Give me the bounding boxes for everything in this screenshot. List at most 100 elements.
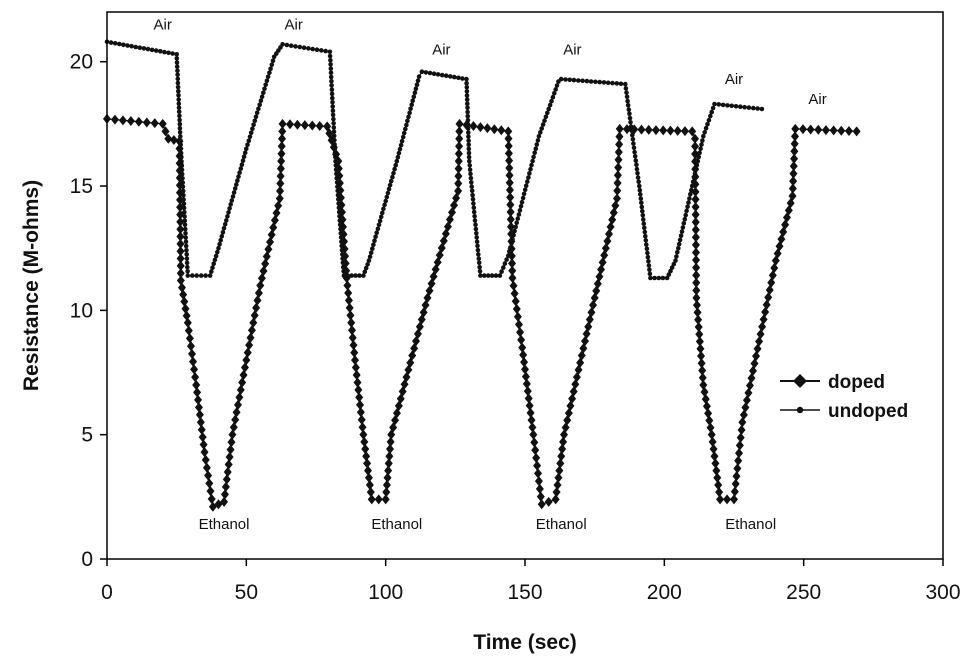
data-point-undoped	[746, 105, 752, 110]
data-point-undoped	[518, 204, 524, 209]
data-point-doped	[705, 415, 714, 426]
data-point-doped	[523, 386, 532, 397]
data-point-undoped	[328, 62, 333, 67]
data-point-doped	[551, 494, 560, 505]
data-point-undoped	[636, 179, 641, 185]
data-point-undoped	[464, 93, 470, 98]
data-point-undoped	[647, 267, 652, 273]
data-point-doped	[344, 287, 353, 298]
data-point-undoped	[639, 204, 645, 210]
data-point-undoped	[232, 186, 238, 191]
data-point-undoped	[375, 226, 381, 232]
data-point-doped	[504, 133, 513, 144]
data-point-doped	[349, 340, 358, 351]
data-point-doped	[178, 282, 187, 293]
data-point-doped	[790, 138, 799, 149]
data-point-undoped	[228, 202, 233, 207]
data-point-undoped	[530, 158, 535, 164]
data-point-undoped	[398, 142, 404, 148]
x-tick-label: 150	[507, 581, 542, 604]
legend-marker-doped	[793, 374, 807, 388]
data-point-undoped	[378, 214, 384, 220]
data-point-doped	[697, 350, 706, 361]
data-point-doped	[504, 126, 513, 137]
data-point-undoped	[336, 197, 341, 202]
data-point-undoped	[397, 146, 403, 152]
data-point-doped	[176, 268, 185, 279]
data-point-doped	[454, 186, 463, 197]
data-point-doped	[505, 163, 514, 174]
data-point-doped	[257, 273, 266, 284]
data-point-undoped	[218, 237, 223, 243]
data-point-undoped	[335, 188, 341, 194]
data-point-doped	[275, 193, 284, 204]
x-axis-title: Time (sec)	[473, 631, 577, 654]
data-point-undoped	[699, 142, 704, 147]
data-point-undoped	[374, 230, 380, 236]
data-point-undoped	[210, 265, 215, 271]
data-point-doped	[365, 479, 374, 490]
data-point-doped	[606, 221, 615, 232]
data-point-undoped	[339, 243, 345, 249]
data-point-doped	[259, 265, 268, 276]
data-point-undoped	[246, 138, 252, 144]
data-point-undoped	[623, 86, 629, 91]
data-point-undoped	[339, 247, 345, 253]
data-point-undoped	[394, 158, 400, 164]
data-point-undoped	[149, 47, 155, 53]
data-point-doped	[790, 153, 799, 164]
data-point-doped	[789, 161, 798, 172]
data-point-undoped	[183, 243, 189, 249]
data-point-undoped	[419, 69, 425, 74]
data-point-doped	[522, 378, 531, 389]
data-point-doped	[276, 186, 285, 197]
data-point-undoped	[501, 265, 506, 270]
data-point-undoped	[682, 216, 688, 222]
data-point-doped	[511, 296, 520, 307]
data-point-undoped	[635, 175, 641, 180]
data-point-doped	[691, 217, 700, 228]
data-point-doped	[512, 303, 521, 314]
data-point-doped	[711, 458, 720, 469]
data-point-undoped	[225, 214, 230, 219]
data-point-doped	[226, 444, 235, 455]
data-point-undoped	[470, 197, 476, 202]
data-point-doped	[176, 238, 185, 249]
data-point-doped	[519, 349, 528, 360]
data-point-doped	[716, 494, 725, 505]
data-point-doped	[508, 273, 517, 284]
data-point-undoped	[535, 138, 541, 143]
data-point-undoped	[464, 80, 469, 86]
data-point-doped	[505, 185, 514, 196]
data-point-doped	[713, 472, 722, 483]
data-point-undoped	[671, 261, 677, 267]
data-point-undoped	[642, 229, 648, 235]
data-point-doped	[176, 253, 185, 264]
data-point-undoped	[176, 88, 181, 94]
data-point-doped	[691, 239, 700, 250]
data-point-doped	[235, 392, 244, 403]
data-point-doped	[224, 459, 233, 470]
data-point-undoped	[254, 110, 260, 116]
data-point-undoped	[334, 171, 339, 177]
data-point-undoped	[543, 114, 549, 120]
data-point-undoped	[335, 192, 341, 198]
data-point-doped	[710, 451, 719, 462]
data-point-undoped	[644, 246, 650, 252]
data-point-undoped	[641, 217, 646, 222]
data-point-undoped	[176, 101, 182, 106]
data-point-undoped	[220, 230, 226, 235]
annotation-ethanol: Ethanol	[199, 516, 250, 533]
data-point-undoped	[259, 94, 265, 100]
data-point-doped	[837, 125, 846, 136]
data-point-undoped	[174, 64, 180, 69]
data-point-doped	[614, 162, 623, 173]
data-point-undoped	[733, 104, 739, 109]
data-point-undoped	[466, 138, 471, 143]
data-point-undoped	[567, 77, 573, 83]
data-point-undoped	[467, 163, 473, 168]
data-point-doped	[735, 448, 744, 459]
data-point-undoped	[174, 60, 180, 65]
data-point-doped	[476, 122, 485, 133]
data-point-doped	[364, 472, 373, 483]
